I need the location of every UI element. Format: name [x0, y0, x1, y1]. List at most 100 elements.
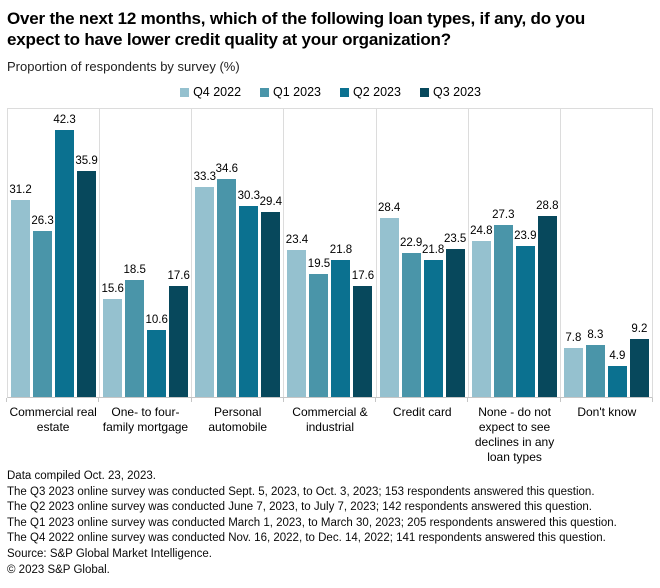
- bar-column: 22.9: [399, 236, 423, 397]
- bar-column: 26.3: [31, 215, 54, 397]
- footnote-line: The Q2 2023 online survey was conducted …: [7, 501, 592, 514]
- chart-group: 24.8 27.3 23.9 28.8: [469, 109, 561, 397]
- bar-value-label: 19.5: [307, 258, 331, 271]
- bar: [125, 280, 145, 397]
- bar-value-label: 21.8: [329, 243, 353, 256]
- legend-swatch-icon: [340, 87, 349, 97]
- chart-plot: 31.2 26.3 42.3 35.9 15.6 18.5 10.6 17.6 33.3 34.6…: [7, 108, 653, 398]
- bar-column: 4.9: [607, 350, 627, 397]
- bar: [493, 225, 513, 397]
- legend-label: Q3 2023: [432, 85, 481, 99]
- chart-group: 33.3 34.6 30.3 29.4: [192, 109, 285, 397]
- bar: [55, 130, 75, 397]
- bar-column: 8.3: [585, 328, 605, 397]
- bar-column: 27.3: [492, 209, 515, 397]
- bar-value-label: 31.2: [9, 184, 32, 197]
- bar-value-label: 17.6: [167, 270, 190, 283]
- bar-value-label: 24.8: [470, 224, 493, 237]
- bar: [401, 252, 421, 397]
- footnote-line: The Q4 2022 online survey was conducted …: [7, 532, 606, 545]
- legend-item-q1-2023: Q1 2023: [260, 85, 321, 99]
- bar-value-label: 7.8: [565, 331, 582, 344]
- bar-column: 15.6: [101, 282, 124, 397]
- bar-value-label: 9.2: [631, 323, 648, 335]
- bar-value-label: 21.8: [421, 243, 445, 256]
- bar-column: 7.8: [563, 331, 583, 397]
- bar: [537, 215, 557, 397]
- legend-label: Q1 2023: [273, 85, 321, 99]
- page-title-line-1: Over the next 12 months, which of the fo…: [7, 9, 586, 28]
- category-axis: Commercial real estate One- to four-famil…: [5, 398, 654, 465]
- bar-column: 30.3: [237, 190, 261, 397]
- legend: Q4 2022 Q1 2023 Q2 2023 Q3 2023: [7, 85, 654, 99]
- bar: [607, 366, 627, 397]
- category-label: Credit card: [375, 398, 468, 465]
- bar-value-label: 29.4: [259, 195, 283, 208]
- chart-group: 28.4 22.9 21.8 23.5: [377, 109, 469, 397]
- bar-value-label: 8.3: [587, 328, 604, 341]
- bar-value-label: 26.3: [31, 215, 54, 228]
- legend-item-q3-2023: Q3 2023: [419, 85, 481, 99]
- legend-item-q2-2023: Q2 2023: [340, 85, 401, 99]
- bar-column: 29.4: [259, 195, 283, 397]
- bar-value-label: 30.3: [237, 190, 261, 203]
- bar-value-label: 28.4: [377, 202, 401, 214]
- bar-column: 28.4: [377, 202, 401, 397]
- bar-value-label: 35.9: [75, 154, 98, 167]
- bar-value-label: 17.6: [351, 270, 375, 283]
- bar-column: 9.2: [629, 323, 649, 397]
- bar: [261, 211, 281, 397]
- category-label: Don't know: [559, 398, 654, 465]
- bar: [11, 200, 31, 397]
- footnote-line: © 2023 S&P Global.: [7, 563, 110, 576]
- bar-value-label: 34.6: [215, 163, 239, 175]
- bar: [563, 347, 583, 397]
- footnote-line: Data compiled Oct. 23, 2023.: [7, 470, 156, 482]
- bar: [629, 339, 649, 397]
- legend-label: Q2 2023: [353, 85, 401, 99]
- bar: [471, 240, 491, 397]
- page-title-line-2: expect to have lower credit quality at y…: [7, 30, 451, 49]
- bar: [169, 286, 189, 397]
- footnote-line: The Q1 2023 online survey was conducted …: [7, 516, 617, 529]
- bar-value-label: 18.5: [123, 264, 146, 277]
- bar: [103, 298, 123, 397]
- bar-column: 23.9: [514, 230, 536, 397]
- footnote-line: Source: S&P Global Market Intelligence.: [7, 547, 212, 560]
- bar-column: 19.5: [307, 258, 331, 397]
- bar-value-label: 4.9: [609, 350, 626, 363]
- bar: [217, 179, 237, 397]
- bar: [309, 274, 329, 397]
- bar-column: 31.2: [9, 184, 32, 397]
- bar-column: 24.8: [470, 224, 493, 397]
- bar-column: 18.5: [123, 264, 146, 397]
- bar-column: 21.8: [329, 243, 353, 397]
- legend-swatch-icon: [419, 87, 429, 97]
- bar: [515, 246, 535, 397]
- bar-column: 21.8: [421, 243, 445, 397]
- bar: [33, 231, 53, 397]
- bar-value-label: 28.8: [536, 199, 559, 212]
- legend-label: Q4 2022: [193, 85, 242, 99]
- bar-value-label: 27.3: [492, 209, 515, 221]
- bar-value-label: 15.6: [101, 282, 124, 295]
- bar: [423, 259, 443, 397]
- bar-column: 23.5: [443, 232, 467, 397]
- bar-value-label: 23.5: [443, 232, 467, 245]
- category-label: None - do not expect to see declines in …: [467, 398, 560, 465]
- bar-column: 34.6: [215, 163, 239, 397]
- bar: [287, 249, 307, 397]
- bar: [585, 344, 605, 397]
- category-label: Commercial & industrial: [282, 398, 376, 465]
- category-label: One- to four-family mortgage: [98, 398, 191, 465]
- category-label: Commercial real estate: [5, 398, 99, 465]
- page-title: Over the next 12 months, which of the fo…: [7, 8, 654, 50]
- bar-column: 17.6: [167, 270, 190, 397]
- bar-value-label: 22.9: [399, 236, 423, 249]
- bar-value-label: 10.6: [145, 314, 168, 327]
- legend-item-q4-2022: Q4 2022: [180, 85, 241, 99]
- chart-group: 31.2 26.3 42.3 35.9: [8, 109, 101, 397]
- bar-column: 10.6: [145, 314, 168, 397]
- bar-column: 17.6: [351, 270, 375, 397]
